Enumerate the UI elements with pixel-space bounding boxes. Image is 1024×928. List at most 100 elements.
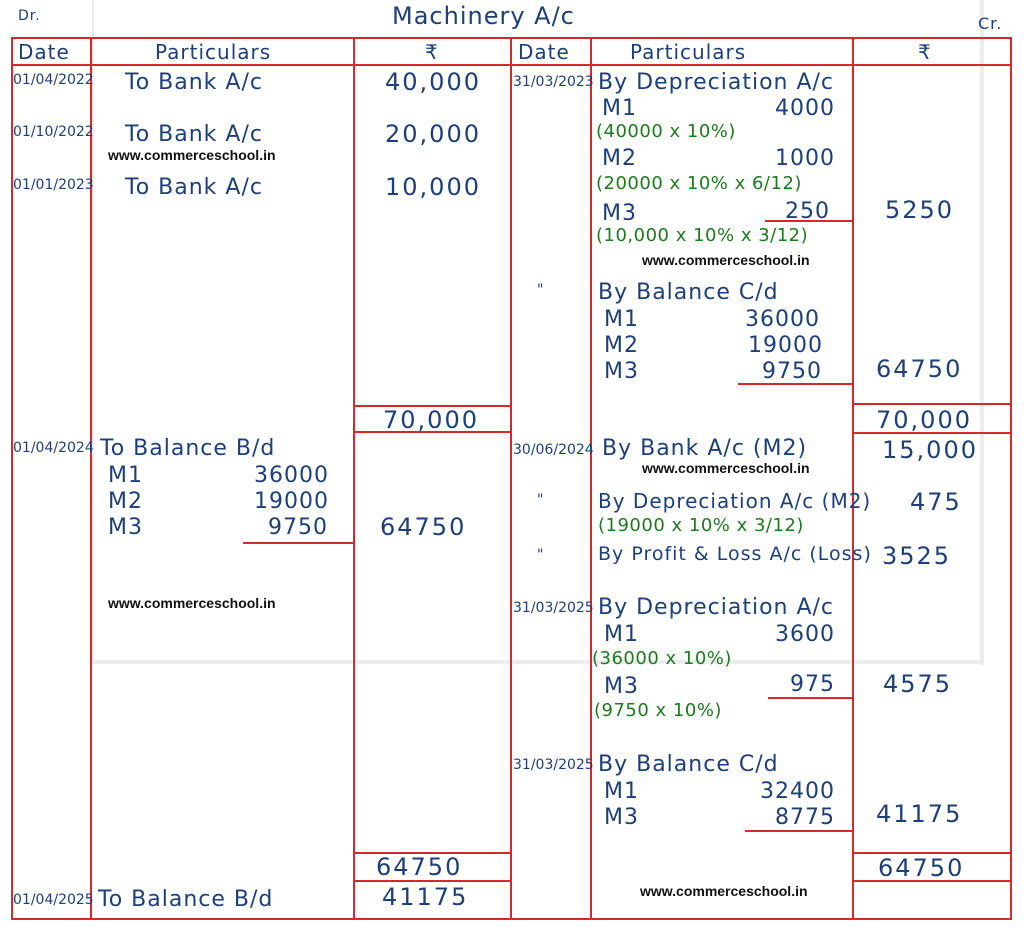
debit-total-top-rule: [353, 405, 512, 407]
credit-date: ": [537, 547, 544, 563]
background-frame-right: [980, 0, 984, 665]
header-amount-dr: ₹: [425, 40, 439, 64]
header-date-cr: Date: [518, 40, 570, 64]
credit-date: 31/03/2025: [513, 600, 594, 616]
credit-total-bottom-rule: [852, 432, 1012, 434]
col-border-6: [1010, 38, 1012, 920]
col-border-2: [353, 38, 355, 920]
background-frame-bottom: [92, 660, 984, 664]
header-amount-cr: ₹: [918, 40, 932, 64]
debit-total-top-rule: [353, 852, 512, 854]
debit-amount: 40,000: [385, 68, 481, 96]
breakdown-value: 36000: [254, 463, 329, 488]
breakdown-label: M3: [604, 674, 639, 699]
debit-amount: 64750: [380, 513, 467, 541]
credit-amount: 15,000: [882, 436, 978, 464]
watermark: www.commerceschool.in: [640, 883, 808, 899]
breakdown-label: M1: [604, 779, 639, 804]
breakdown-label: M1: [604, 307, 639, 332]
col-border-5: [852, 38, 854, 920]
breakdown-value: 36000: [745, 307, 820, 332]
breakdown-value: 1000: [775, 146, 835, 171]
credit-date: ": [537, 282, 544, 298]
breakdown-label: M1: [602, 96, 637, 121]
breakdown-label: M3: [604, 805, 639, 830]
credit-amount: 475: [910, 488, 962, 516]
breakdown-sum-rule: [243, 542, 353, 544]
calculation-note: (19000 x 10% x 3/12): [598, 515, 804, 536]
debit-date: 01/04/2024: [13, 440, 94, 456]
debit-total: 64750: [376, 853, 463, 881]
breakdown-label: M2: [108, 489, 143, 514]
breakdown-label: M3: [602, 201, 637, 226]
debit-particulars: To Bank A/c: [125, 70, 263, 95]
debit-amount: 10,000: [385, 173, 481, 201]
credit-total-top-rule: [852, 852, 1012, 854]
calculation-note: (36000 x 10%): [592, 648, 732, 669]
credit-particulars: By Depreciation A/c (M2): [598, 489, 872, 513]
watermark: www.commerceschool.in: [642, 460, 810, 476]
debit-total-bottom-rule: [353, 880, 512, 882]
debit-particulars: To Balance B/d: [98, 887, 274, 912]
watermark: www.commerceschool.in: [642, 252, 810, 268]
credit-total-top-rule: [852, 403, 1012, 405]
calculation-note: (10,000 x 10% x 3/12): [596, 225, 809, 246]
header-particulars-dr: Particulars: [155, 40, 272, 64]
credit-amount: 3525: [882, 542, 952, 570]
col-border-0: [11, 37, 13, 920]
calculation-note: (40000 x 10%): [596, 121, 736, 142]
credit-amount: 41175: [876, 800, 963, 828]
account-title: Machinery A/c: [392, 2, 575, 30]
credit-amount: 5250: [885, 196, 955, 224]
breakdown-label: M2: [604, 333, 639, 358]
watermark: www.commerceschool.in: [108, 595, 276, 611]
credit-date: 31/03/2025: [513, 757, 594, 773]
breakdown-value: 32400: [760, 779, 835, 804]
credit-total: 70,000: [876, 406, 972, 434]
breakdown-value: 8775: [775, 805, 835, 830]
breakdown-label: M1: [108, 463, 143, 488]
debit-particulars: To Bank A/c: [125, 175, 263, 200]
credit-particulars: By Balance C/d: [598, 280, 779, 305]
breakdown-sum-rule: [738, 383, 852, 385]
debit-amount: 20,000: [385, 120, 481, 148]
debit-date: 01/10/2022: [13, 124, 94, 140]
credit-amount: 64750: [876, 355, 963, 383]
credit-particulars: By Depreciation A/c: [598, 70, 835, 95]
credit-date: ": [537, 492, 544, 508]
breakdown-value: 9750: [762, 359, 822, 384]
breakdown-value: 3600: [775, 622, 835, 647]
breakdown-value: 975: [790, 672, 835, 697]
credit-particulars: By Bank A/c (M2): [602, 436, 808, 461]
debit-particulars: To Bank A/c: [125, 122, 263, 147]
col-border-3: [510, 38, 512, 920]
background-frame-top: [92, 0, 94, 660]
debit-total: 70,000: [383, 406, 479, 434]
breakdown-value: 19000: [748, 333, 823, 358]
breakdown-label: M3: [604, 359, 639, 384]
dr-label: Dr.: [18, 8, 41, 24]
credit-particulars: By Depreciation A/c: [598, 595, 835, 620]
breakdown-value: 19000: [254, 489, 329, 514]
breakdown-sum-rule: [745, 830, 852, 832]
breakdown-value: 9750: [268, 515, 328, 540]
breakdown-sum-rule: [765, 220, 852, 222]
col-border-4: [590, 38, 592, 920]
breakdown-sum-rule: [768, 697, 852, 699]
credit-amount: 4575: [883, 670, 953, 698]
debit-date: 01/04/2025: [13, 892, 94, 908]
credit-total: 64750: [878, 854, 965, 882]
debit-date: 01/01/2023: [13, 177, 94, 193]
breakdown-value: 250: [785, 199, 830, 224]
credit-particulars: By Balance C/d: [598, 752, 779, 777]
cr-label: Cr.: [978, 14, 1003, 33]
debit-amount: 41175: [382, 883, 469, 911]
header-date-dr: Date: [18, 40, 70, 64]
debit-total-bottom-rule: [353, 431, 512, 433]
calculation-note: (20000 x 10% x 6/12): [596, 173, 802, 194]
debit-particulars: To Balance B/d: [100, 436, 276, 461]
credit-total-bottom-rule: [852, 880, 1012, 882]
credit-particulars: By Profit & Loss A/c (Loss): [598, 543, 872, 565]
breakdown-label: M3: [108, 515, 143, 540]
breakdown-value: 4000: [775, 96, 835, 121]
